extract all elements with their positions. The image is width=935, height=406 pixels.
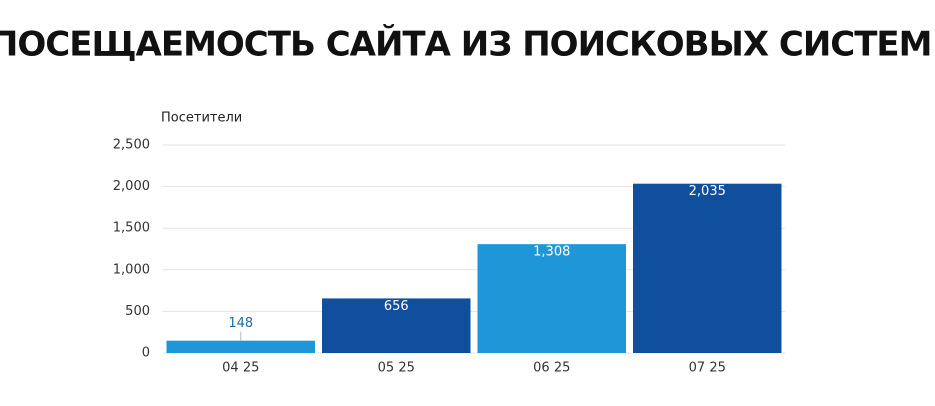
value-label: 148 <box>228 316 253 331</box>
y-tick-label: 2,000 <box>113 179 150 194</box>
bar <box>322 298 471 353</box>
chart-title: ПОСЕЩАЕМОСТЬ САЙТА ИЗ ПОИСКОВЫХ СИСТЕМ: <box>0 24 935 65</box>
y-tick-label: 1,000 <box>113 262 150 277</box>
bar <box>633 183 782 353</box>
bar <box>166 340 315 353</box>
value-label: 1,308 <box>533 245 570 260</box>
x-tick-label: 07 25 <box>689 361 726 376</box>
value-label: 2,035 <box>689 184 726 199</box>
value-label: 656 <box>384 299 409 314</box>
y-axis-label: Посетители <box>161 111 242 126</box>
y-tick-label: 0 <box>142 346 150 361</box>
y-tick-label: 1,500 <box>113 221 150 236</box>
bar <box>477 244 626 353</box>
y-tick-label: 500 <box>125 304 150 319</box>
x-tick-label: 05 25 <box>378 361 415 376</box>
y-tick-label: 2,500 <box>113 138 150 153</box>
x-tick-label: 04 25 <box>222 361 259 376</box>
x-tick-label: 06 25 <box>533 361 570 376</box>
